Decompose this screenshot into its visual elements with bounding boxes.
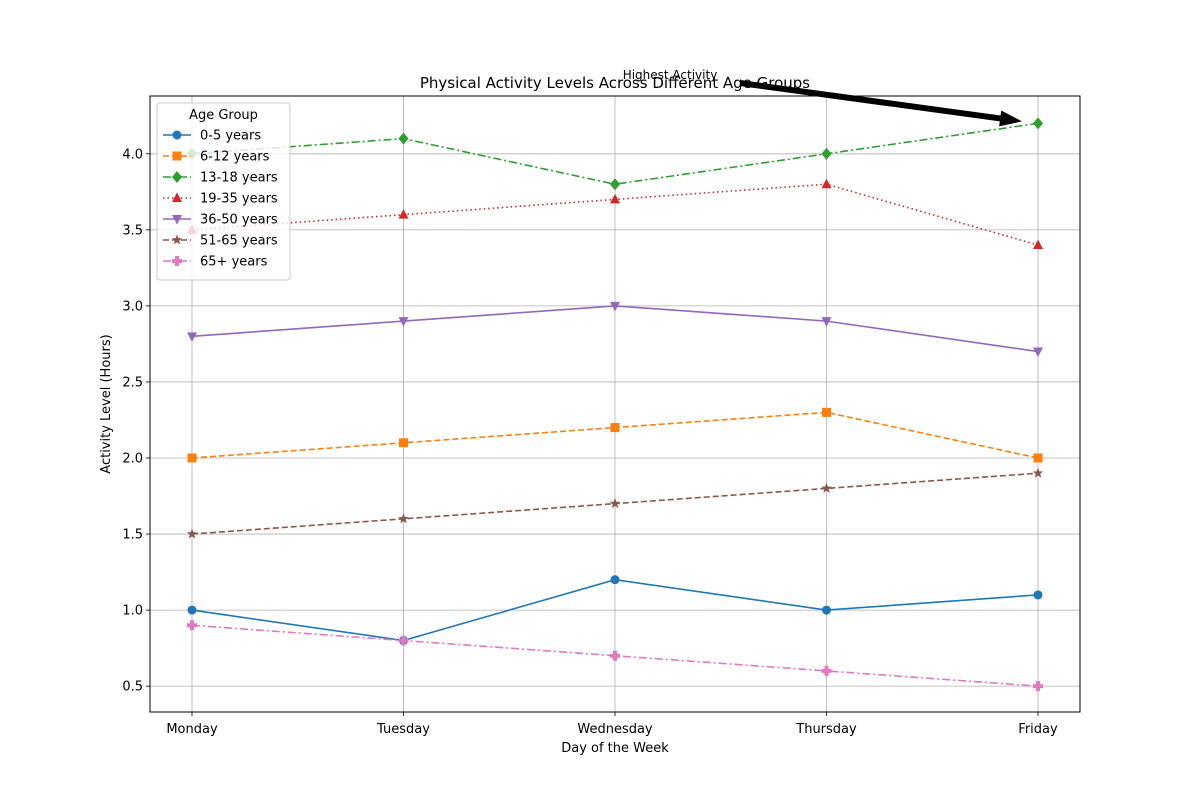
annotation-arrow-head [999, 110, 1022, 127]
chart-title: Physical Activity Levels Across Differen… [420, 74, 810, 92]
data-point [187, 453, 197, 463]
x-tick-label: Monday [166, 722, 218, 737]
data-point [398, 132, 409, 145]
data-point [1032, 467, 1044, 478]
data-point [821, 665, 832, 676]
data-point [821, 178, 832, 189]
data-point [1033, 347, 1043, 358]
series-layer [186, 117, 1044, 692]
legend-item-6-12-years: 6-12 years [163, 150, 270, 165]
annotation: Highest Activity [623, 68, 1022, 127]
data-point [821, 147, 832, 160]
series-65-years [187, 620, 1043, 692]
data-point [1033, 590, 1043, 600]
legend-marker [172, 151, 182, 161]
legend-box [156, 102, 291, 281]
series-0-5-years [187, 575, 1043, 646]
x-tick-label: Friday [1018, 722, 1058, 737]
legend-item-36-50-years: 36-50 years [163, 213, 278, 228]
legend-label: 0-5 years [200, 129, 261, 144]
data-point [1033, 453, 1043, 463]
legend-marker [172, 171, 182, 183]
data-point [610, 423, 620, 433]
data-point [398, 209, 409, 219]
legend: Age Group 0-5 years 6-12 years 13-18 years 1… [156, 102, 291, 281]
data-point [610, 575, 620, 585]
x-axis-label: Day of the Week [561, 741, 669, 756]
data-point [187, 605, 197, 615]
y-tick-label: 1.0 [122, 604, 143, 619]
legend-item-65-years: 65+ years [163, 255, 268, 270]
series-51-65-years [186, 467, 1044, 539]
y-tick-label: 2.0 [122, 451, 143, 466]
legend-item-19-35-years: 19-35 years [163, 192, 278, 207]
legend-label: 13-18 years [200, 171, 278, 186]
data-point [609, 498, 621, 509]
data-point [822, 605, 831, 615]
legend-title: Age Group [189, 108, 258, 123]
y-tick-label: 4.0 [122, 147, 143, 162]
legend-item-51-65-years: 51-65 years [163, 234, 278, 249]
annotation-text: Highest Activity [623, 68, 718, 82]
axis-ticks: Monday Tuesday Wednesday Thursday Friday 0.5 1… [122, 147, 1058, 737]
data-point [610, 301, 620, 312]
data-point [398, 635, 409, 646]
x-tick-label: Tuesday [376, 722, 430, 737]
legend-item-13-18-years: 13-18 years [163, 171, 278, 186]
series-line [191, 624, 1039, 687]
data-point [1033, 239, 1043, 250]
y-tick-label: 1.5 [122, 528, 143, 543]
legend-item-0-5-years: 0-5 years [163, 129, 261, 144]
legend-marker [172, 215, 182, 225]
y-axis-label: Activity Level (Hours) [99, 334, 114, 473]
x-tick-label: Thursday [795, 722, 857, 737]
x-tick-label: Wednesday [577, 722, 653, 737]
data-point [186, 528, 198, 539]
data-point [821, 482, 832, 493]
data-point [187, 332, 197, 342]
legend-label: 6-12 years [200, 150, 270, 165]
legend-marker [172, 130, 182, 140]
legend-label: 19-35 years [200, 192, 278, 207]
legend-marker [172, 192, 182, 202]
annotation-arrow-shaft [739, 80, 1001, 122]
data-point [187, 620, 197, 631]
data-point [1033, 681, 1043, 692]
data-point [399, 438, 408, 448]
legend-label: 51-65 years [200, 234, 278, 249]
data-point [398, 513, 409, 524]
y-tick-label: 0.5 [122, 680, 143, 695]
series-36-50-years [187, 301, 1043, 358]
y-tick-label: 2.5 [122, 375, 143, 390]
data-point [398, 317, 409, 327]
data-point [610, 650, 620, 661]
data-point [822, 407, 831, 417]
data-point [821, 317, 832, 327]
legend-marker [171, 234, 183, 245]
data-point [610, 193, 620, 204]
series-6-12-years [187, 407, 1043, 463]
y-tick-label: 3.5 [122, 223, 143, 238]
legend-marker [172, 256, 182, 266]
data-point [610, 178, 620, 191]
legend-label: 65+ years [200, 255, 268, 270]
data-point [1033, 117, 1043, 130]
y-tick-label: 3.0 [122, 299, 143, 314]
legend-label: 36-50 years [200, 213, 278, 228]
